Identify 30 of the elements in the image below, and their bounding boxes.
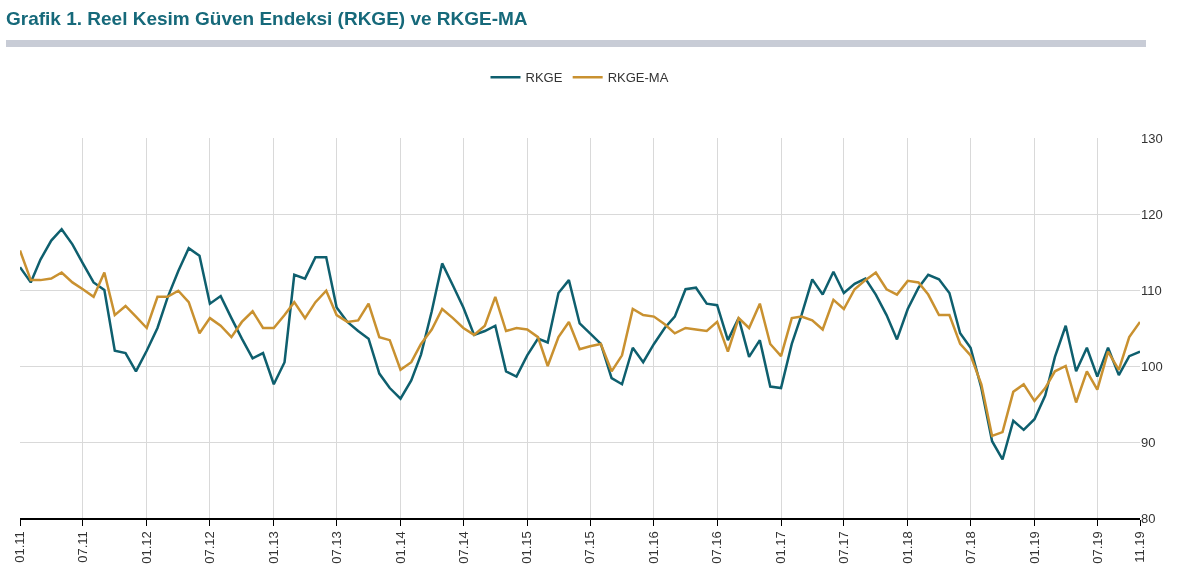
line-series (20, 227, 1140, 461)
x-tick-label: 01.19 (1026, 531, 1042, 564)
x-tick-label: 07.15 (582, 531, 598, 564)
x-tick-label: 01.14 (392, 531, 408, 564)
x-tick-label: 07.11 (75, 531, 91, 563)
legend-label: RKGE (525, 70, 563, 86)
x-tick-label: 11.19 (1132, 531, 1148, 563)
x-tick-label: 01.18 (899, 531, 915, 564)
y-tick-label: 90 (1141, 434, 1156, 450)
x-tick-label: 07.14 (455, 531, 471, 564)
y-tick-label: 130 (1141, 130, 1163, 146)
x-tick-label: 07.17 (836, 531, 852, 564)
x-tick-label: 01.17 (773, 531, 789, 564)
x-tick-label: 01.15 (519, 531, 535, 564)
legend-label: RKGE-MA (607, 70, 669, 86)
x-tick-label: 01.11 (12, 531, 28, 563)
chart-title: Grafik 1. Reel Kesim Güven Endeksi (RKGE) ve RKGE-MA (6, 8, 528, 30)
y-tick-label: 120 (1141, 206, 1163, 222)
x-tick-label: 01.12 (138, 531, 154, 564)
y-tick-label: 80 (1141, 510, 1156, 526)
x-tick-label: 07.16 (709, 531, 725, 564)
x-tick-label: 07.13 (328, 531, 344, 564)
x-tick-label: 01.16 (646, 531, 662, 564)
x-tick-label: 07.19 (1089, 531, 1105, 564)
y-tick-label: 110 (1141, 282, 1162, 298)
x-tick-label: 07.18 (962, 531, 978, 564)
line-series (20, 249, 1140, 438)
x-tick-label: 01.13 (266, 531, 282, 564)
y-tick-label: 100 (1141, 358, 1163, 374)
x-tick-label: 07.12 (202, 531, 218, 564)
